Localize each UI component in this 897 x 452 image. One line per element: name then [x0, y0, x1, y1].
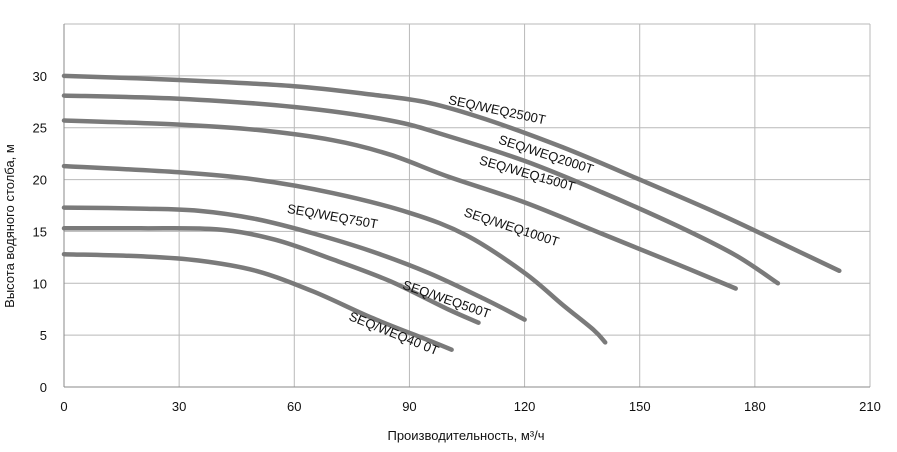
series-label-5: SEQ/WEQ750T	[286, 201, 379, 232]
x-tick-label: 60	[287, 399, 301, 414]
series-line-5	[61, 205, 527, 322]
y-tick-label: 20	[33, 173, 47, 188]
tick-labels: 0 30 60 90 120 150 180 210 0 5 10 15 20 25 30	[33, 69, 881, 414]
y-tick-label: 15	[33, 224, 47, 239]
y-tick-label: 0	[40, 380, 47, 395]
x-tick-label: 180	[744, 399, 766, 414]
series-line-7	[61, 251, 454, 352]
series-line-1	[61, 73, 842, 274]
x-tick-label: 120	[514, 399, 536, 414]
series-line-2	[61, 93, 781, 286]
y-tick-label: 25	[33, 121, 47, 136]
y-tick-label: 5	[40, 328, 47, 343]
x-tick-label: 30	[172, 399, 186, 414]
x-tick-label: 0	[60, 399, 67, 414]
y-tick-label: 30	[33, 69, 47, 84]
series-line-6	[61, 225, 481, 325]
x-tick-label: 90	[402, 399, 416, 414]
series-line-3	[61, 118, 738, 291]
x-tick-label: 210	[859, 399, 881, 414]
series-curves	[61, 73, 842, 352]
y-tick-label: 10	[33, 276, 47, 291]
x-axis-title: Производительность, м³/ч	[387, 428, 544, 443]
y-axis-title: Высота водяного столба, м	[2, 144, 17, 308]
x-tick-label: 150	[629, 399, 651, 414]
series-label-7: SEQ/WEQ40 0T	[347, 308, 441, 358]
series-line-4	[61, 163, 608, 345]
